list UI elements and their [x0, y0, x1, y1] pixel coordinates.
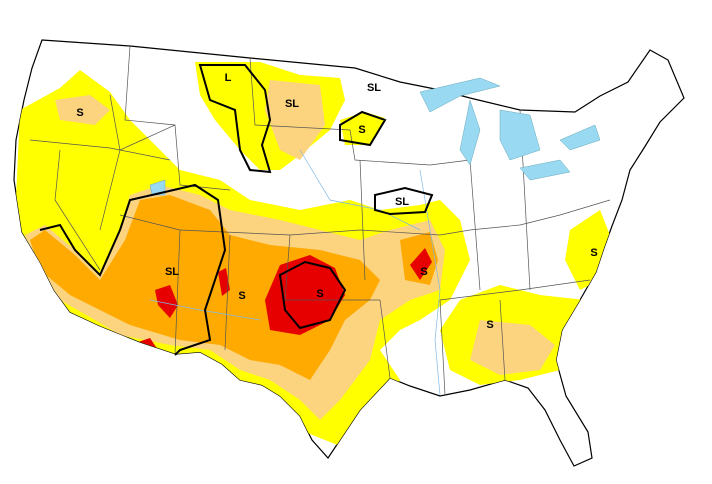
d1 [470, 320, 555, 375]
impact-label: S [238, 290, 245, 302]
impact-label: S [358, 124, 365, 136]
impact-label: S [590, 247, 597, 259]
impact-label: S [76, 107, 83, 119]
drought-areas [15, 62, 612, 450]
impact-labels: S L SL SL S SL SL S S S S S [76, 72, 597, 331]
d3 [218, 268, 230, 296]
d3 [410, 248, 432, 280]
d3 [265, 255, 345, 335]
impact-label: SL [285, 98, 299, 110]
impact-label: L [225, 72, 232, 84]
outlines [39, 64, 434, 356]
impact-label: SL [367, 82, 381, 94]
impact-label: S [316, 288, 323, 300]
state-lines [29, 45, 611, 396]
impact-label: S [486, 319, 493, 331]
d3 [155, 285, 178, 318]
d1 [265, 80, 325, 160]
lakes [149, 77, 601, 196]
water [149, 77, 601, 396]
impact-label: SL [395, 196, 409, 208]
d1 [55, 95, 110, 125]
impact-label: SL [165, 266, 179, 278]
impact-label: S [420, 266, 427, 278]
